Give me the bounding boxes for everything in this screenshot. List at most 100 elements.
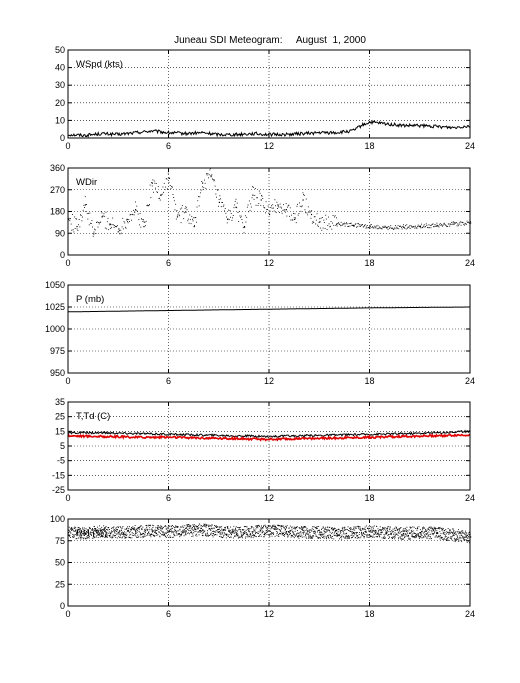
data-dot: [70, 223, 72, 225]
data-dot: [352, 536, 353, 538]
data-dot: [288, 204, 290, 206]
data-dot: [277, 531, 278, 533]
data-dot: [262, 527, 264, 529]
data-dot: [90, 222, 91, 224]
data-dot: [449, 223, 451, 225]
data-dot: [92, 226, 93, 228]
data-dot: [353, 527, 355, 529]
data-dot: [457, 540, 459, 542]
data-dot: [83, 204, 85, 206]
data-dot: [431, 223, 433, 225]
data-dot: [258, 525, 260, 527]
data-dot: [443, 538, 445, 539]
data-dot: [429, 529, 430, 531]
data-dot: [152, 179, 154, 181]
data-dot: [253, 198, 255, 200]
data-dot: [257, 525, 259, 527]
data-dot: [159, 197, 160, 199]
data-dot: [334, 216, 335, 218]
data-dot: [375, 227, 377, 229]
y-tick-label: 25: [55, 579, 65, 589]
data-dot: [118, 534, 120, 536]
data-dot: [452, 221, 454, 223]
x-tick-label: 24: [465, 141, 475, 151]
data-point: [386, 532, 388, 534]
data-dot: [103, 213, 105, 215]
data-dot: [385, 532, 386, 534]
data-dot: [412, 526, 414, 528]
data-dot: [362, 529, 364, 531]
data-dot: [384, 527, 386, 528]
x-tick-label: 18: [364, 141, 374, 151]
data-dot: [115, 528, 117, 530]
data-dot: [227, 535, 229, 537]
data-dot: [394, 529, 396, 531]
data-dot: [216, 531, 218, 533]
data-dot: [100, 211, 102, 213]
data-dot: [432, 529, 434, 531]
data-dot: [399, 226, 400, 227]
data-dot: [268, 534, 269, 536]
data-dot: [91, 529, 93, 531]
data-dot: [305, 527, 307, 528]
data-dot: [313, 531, 314, 533]
data-dot: [206, 524, 208, 525]
data-dot: [345, 528, 347, 530]
data-dot: [80, 537, 82, 538]
data-dot: [147, 534, 149, 536]
data-dot: [345, 535, 347, 537]
data-dot: [140, 534, 142, 535]
data-dot: [185, 534, 187, 536]
data-dot: [349, 536, 351, 538]
data-dot: [130, 213, 132, 215]
data-dot: [405, 529, 407, 530]
data-dot: [131, 527, 132, 528]
data-dot: [115, 535, 116, 536]
data-dot: [122, 536, 123, 538]
data-dot: [396, 226, 398, 228]
data-dot: [116, 225, 118, 227]
data-dot: [291, 214, 292, 216]
data-dot: [143, 221, 145, 223]
data-dot: [373, 533, 375, 535]
data-dot: [325, 531, 327, 533]
data-dot: [171, 530, 172, 532]
data-dot: [368, 530, 369, 532]
data-dot: [86, 531, 87, 532]
data-dot: [272, 532, 273, 534]
data-dot: [164, 526, 166, 527]
data-dot: [212, 531, 214, 532]
data-dot: [167, 526, 169, 528]
data-dot: [431, 526, 433, 528]
data-dot: [378, 228, 380, 230]
data-dot: [217, 529, 219, 530]
data-dot: [212, 534, 213, 536]
data-dot: [372, 530, 374, 532]
data-dot: [461, 537, 463, 539]
data-dot: [281, 212, 283, 214]
data-dot: [389, 227, 391, 229]
data-dot: [460, 532, 461, 534]
data-dot: [106, 534, 108, 536]
data-dot: [452, 535, 454, 537]
data-dot: [210, 533, 211, 535]
y-tick-label: 100: [50, 514, 65, 524]
data-point: [302, 532, 304, 534]
data-dot: [123, 536, 125, 537]
data-dot: [340, 221, 342, 223]
data-dot: [288, 531, 290, 533]
data-dot: [393, 536, 394, 538]
data-dot: [121, 527, 123, 529]
data-dot: [323, 531, 325, 532]
data-dot: [191, 532, 193, 534]
data-dot: [118, 533, 120, 534]
data-dot: [438, 536, 440, 538]
data-dot: [390, 225, 392, 227]
data-dot: [287, 533, 288, 535]
data-dot: [265, 201, 267, 203]
data-dot: [82, 209, 84, 211]
data-point: [160, 194, 162, 196]
data-dot: [73, 527, 75, 529]
data-dot: [307, 533, 309, 535]
data-dot: [335, 529, 337, 531]
